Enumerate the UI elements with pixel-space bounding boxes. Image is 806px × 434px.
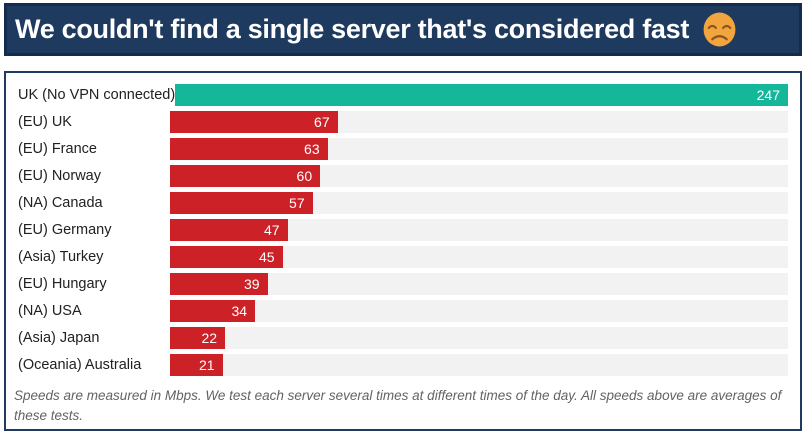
bar-value: 22: [201, 330, 218, 346]
bar-value: 39: [244, 276, 260, 292]
bar-track: 34: [170, 300, 788, 322]
bar: 21: [170, 354, 223, 376]
bar-track: 39: [170, 273, 788, 295]
bar-value: 67: [314, 114, 330, 130]
bar-row: (NA) Canada 57: [14, 192, 790, 214]
bar-track: 45: [170, 246, 788, 268]
bar-track: 60: [170, 165, 788, 187]
bar-label: (Oceania) Australia: [18, 357, 142, 373]
bar: 63: [170, 138, 328, 160]
bar-track: 57: [170, 192, 788, 214]
bar: 247: [175, 84, 788, 106]
bar-label: UK (No VPN connected): [18, 87, 176, 103]
bar-row: (EU) Norway 60: [14, 165, 790, 187]
bar: 67: [170, 111, 338, 133]
bar-value: 45: [259, 249, 275, 265]
bar-value: 47: [264, 222, 280, 238]
bar: 45: [170, 246, 283, 268]
bar-row: UK (No VPN connected) 247: [14, 84, 790, 106]
header-title: We couldn't find a single server that's …: [15, 14, 690, 44]
bar-label: (NA) Canada: [18, 195, 103, 211]
bar-track: 63: [170, 138, 788, 160]
bar-label: (Asia) Japan: [18, 330, 100, 346]
bar-value: 63: [304, 141, 320, 157]
bar-label: (EU) Hungary: [18, 276, 107, 292]
header-banner: We couldn't find a single server that's …: [4, 3, 802, 56]
bar-row: (Asia) Turkey 45: [14, 246, 790, 268]
bar-track: 21: [170, 354, 788, 376]
bar-label: (NA) USA: [18, 303, 82, 319]
bar-label: (EU) Germany: [18, 222, 112, 238]
bar-value: 21: [198, 357, 215, 373]
bar-row: (EU) Hungary 39: [14, 273, 790, 295]
bar-label: (EU) France: [18, 141, 97, 157]
bar-value: 57: [289, 195, 305, 211]
bar: 57: [170, 192, 313, 214]
bar-track: 47: [170, 219, 788, 241]
chart-panel: UK (No VPN connected) 247 (EU) UK 67 (EU) Fr…: [4, 71, 802, 431]
bar-track: 67: [170, 111, 788, 133]
bar-value: 247: [756, 87, 780, 103]
chart-footnote: Speeds are measured in Mbps. We test eac…: [14, 388, 782, 423]
bar: 22: [170, 327, 226, 349]
bar-row: (EU) UK 67: [14, 111, 790, 133]
bar-row: (NA) USA 34: [14, 300, 790, 322]
bar-track: 22: [170, 327, 788, 349]
bar-row: (Oceania) Australia 21: [14, 354, 790, 376]
bar-rows: UK (No VPN connected) 247 (EU) UK 67 (EU) Fr…: [14, 84, 790, 376]
bar-label: (Asia) Turkey: [18, 249, 104, 265]
bar: 39: [170, 273, 268, 295]
bar: 34: [170, 300, 256, 322]
bar-label: (EU) Norway: [18, 168, 101, 184]
bar-label: (EU) UK: [18, 114, 72, 130]
bar-row: (Asia) Japan 22: [14, 327, 790, 349]
bar-row: (EU) France 63: [14, 138, 790, 160]
bar: 47: [170, 219, 288, 241]
bar-value: 60: [296, 168, 313, 184]
bar-value: 34: [231, 303, 248, 319]
bar-row: (EU) Germany 47: [14, 219, 790, 241]
bar-track: 247: [175, 84, 788, 106]
disappointed-face-emoji-icon: [703, 12, 736, 47]
bar: 60: [170, 165, 321, 187]
